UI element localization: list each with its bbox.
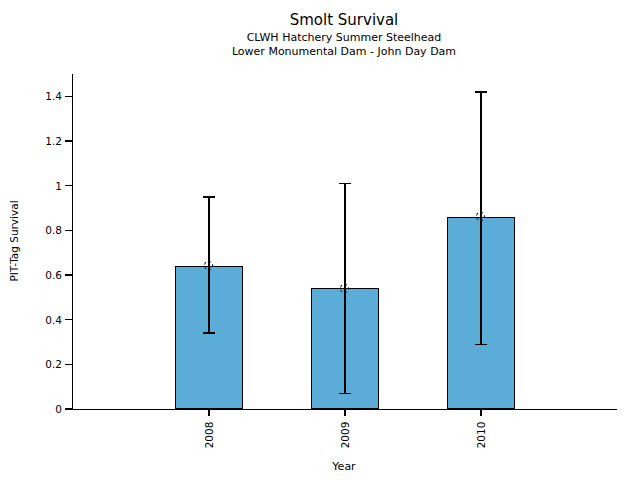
chart-figure: Smolt Survival CLWH Hatchery Summer Stee…: [0, 0, 640, 480]
x-tick-label: 2008: [203, 422, 215, 449]
x-tick-mark: [344, 410, 345, 416]
y-tick-label: 1: [18, 179, 62, 193]
y-tick-label: 0.6: [18, 268, 62, 282]
point-marker: [340, 284, 349, 293]
chart-title: Smolt Survival: [72, 11, 616, 29]
y-tick-label: 0.8: [18, 223, 62, 237]
y-tick-label: 0: [18, 402, 62, 416]
y-axis-label: PIT-Tag Survival: [8, 200, 20, 281]
y-tick-mark: [65, 140, 72, 141]
y-tick-label: 1.2: [18, 134, 62, 148]
error-bar-cap: [339, 183, 351, 184]
error-bar-cap: [203, 332, 215, 333]
y-tick-mark: [65, 364, 72, 365]
x-axis-label: Year: [332, 460, 355, 473]
y-tick-label: 0.2: [18, 357, 62, 371]
chart-subtitle-1: CLWH Hatchery Summer Steelhead: [72, 31, 616, 44]
y-tick-label: 1.4: [18, 89, 62, 103]
y-tick-mark: [65, 96, 72, 97]
error-bar-cap: [475, 91, 487, 92]
y-tick-mark: [65, 319, 72, 320]
y-tick-mark: [65, 274, 72, 275]
error-bar-cap: [339, 393, 351, 394]
y-tick-mark: [65, 185, 72, 186]
x-tick-mark: [480, 410, 481, 416]
x-tick-label: 2010: [475, 422, 487, 449]
y-tick-label: 0.4: [18, 313, 62, 327]
x-tick-label: 2009: [339, 422, 351, 449]
y-tick-mark: [65, 408, 72, 409]
chart-subtitle-2: Lower Monumental Dam - John Day Dam: [72, 45, 616, 58]
plot-area: 00.20.40.60.811.21.4200820092010: [72, 74, 617, 410]
y-tick-mark: [65, 230, 72, 231]
x-tick-mark: [208, 410, 209, 416]
error-bar-cap: [475, 344, 487, 345]
error-bar-cap: [203, 196, 215, 197]
